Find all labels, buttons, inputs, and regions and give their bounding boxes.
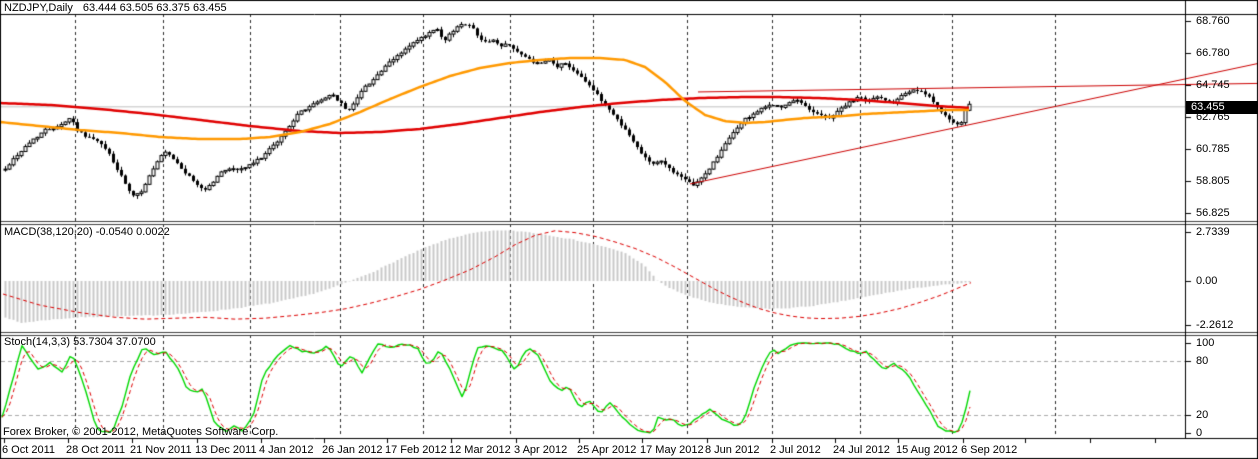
- axis-tick-label: 60.785: [1196, 143, 1230, 155]
- axis-tick-label: 100: [1196, 337, 1215, 349]
- axis-tick-label: 20: [1196, 409, 1209, 421]
- symbol-period-label: NZDJPY,Daily: [4, 2, 73, 14]
- axis-tick-label: 66.780: [1196, 47, 1230, 59]
- date-tick-label: 6 Oct 2011: [2, 444, 55, 456]
- stoch-values: 53.7304 37.0700: [73, 336, 156, 348]
- axis-tick-label: 64.745: [1196, 79, 1230, 91]
- stoch-name: Stoch(14,3,3): [4, 336, 71, 348]
- date-tick-label: 21 Nov 2011: [130, 444, 192, 456]
- chart-title: NZDJPY,Daily 63.444 63.505 63.375 63.455: [4, 2, 227, 14]
- main-chart-panel[interactable]: NZDJPY,Daily 63.444 63.505 63.375 63.455: [0, 0, 1185, 221]
- date-tick-label: 4 Jan 2012: [259, 444, 314, 456]
- date-tick-label: 17 May 2012: [640, 444, 704, 456]
- date-tick-label: 12 Mar 2012: [449, 444, 511, 456]
- date-tick-label: 15 Aug 2012: [896, 444, 958, 456]
- date-tick-label: 26 Jan 2012: [322, 444, 383, 456]
- date-tick-label: 17 Feb 2012: [385, 444, 447, 456]
- copyright-label: Forex Broker, © 2001-2012, MetaQuotes So…: [3, 426, 279, 438]
- date-tick-label: 13 Dec 2011: [195, 444, 257, 456]
- axis-tick-label: 0: [1196, 427, 1203, 439]
- axis-tick-label: 68.760: [1196, 15, 1230, 27]
- date-tick-label: 6 Sep 2012: [961, 444, 1018, 456]
- axis-tick-label: 2.7339: [1196, 226, 1230, 238]
- axis-tick-label: 80: [1196, 355, 1209, 367]
- macd-values: -0.0540 0.0022: [95, 226, 170, 238]
- macd-indicator-label: MACD(38,120,20) -0.0540 0.0022: [4, 226, 170, 238]
- date-tick-label: 3 Apr 2012: [514, 444, 568, 456]
- date-tick-label: 24 Jul 2012: [833, 444, 890, 456]
- date-tick-label: 28 Oct 2011: [66, 444, 126, 456]
- current-price-badge: 63.455: [1186, 101, 1258, 114]
- macd-name: MACD(38,120,20): [4, 226, 93, 238]
- axis-tick-label: 58.805: [1196, 175, 1230, 187]
- axis-tick-label: 62.765: [1196, 111, 1230, 123]
- stoch-indicator-label: Stoch(14,3,3) 53.7304 37.0700: [4, 336, 156, 348]
- date-tick-label: 8 Jun 2012: [705, 444, 760, 456]
- stoch-panel[interactable]: Stoch(14,3,3) 53.7304 37.0700: [0, 335, 1185, 437]
- axis-tick-label: -2.2612: [1196, 319, 1234, 331]
- date-tick-label: 2 Jul 2012: [770, 444, 821, 456]
- ohlc-quote-label: 63.444 63.505 63.375 63.455: [82, 2, 227, 14]
- axis-tick-label: 0.00: [1196, 275, 1218, 287]
- date-tick-label: 25 Apr 2012: [577, 444, 637, 456]
- macd-panel[interactable]: MACD(38,120,20) -0.0540 0.0022: [0, 224, 1185, 332]
- axis-tick-label: 56.825: [1196, 207, 1230, 219]
